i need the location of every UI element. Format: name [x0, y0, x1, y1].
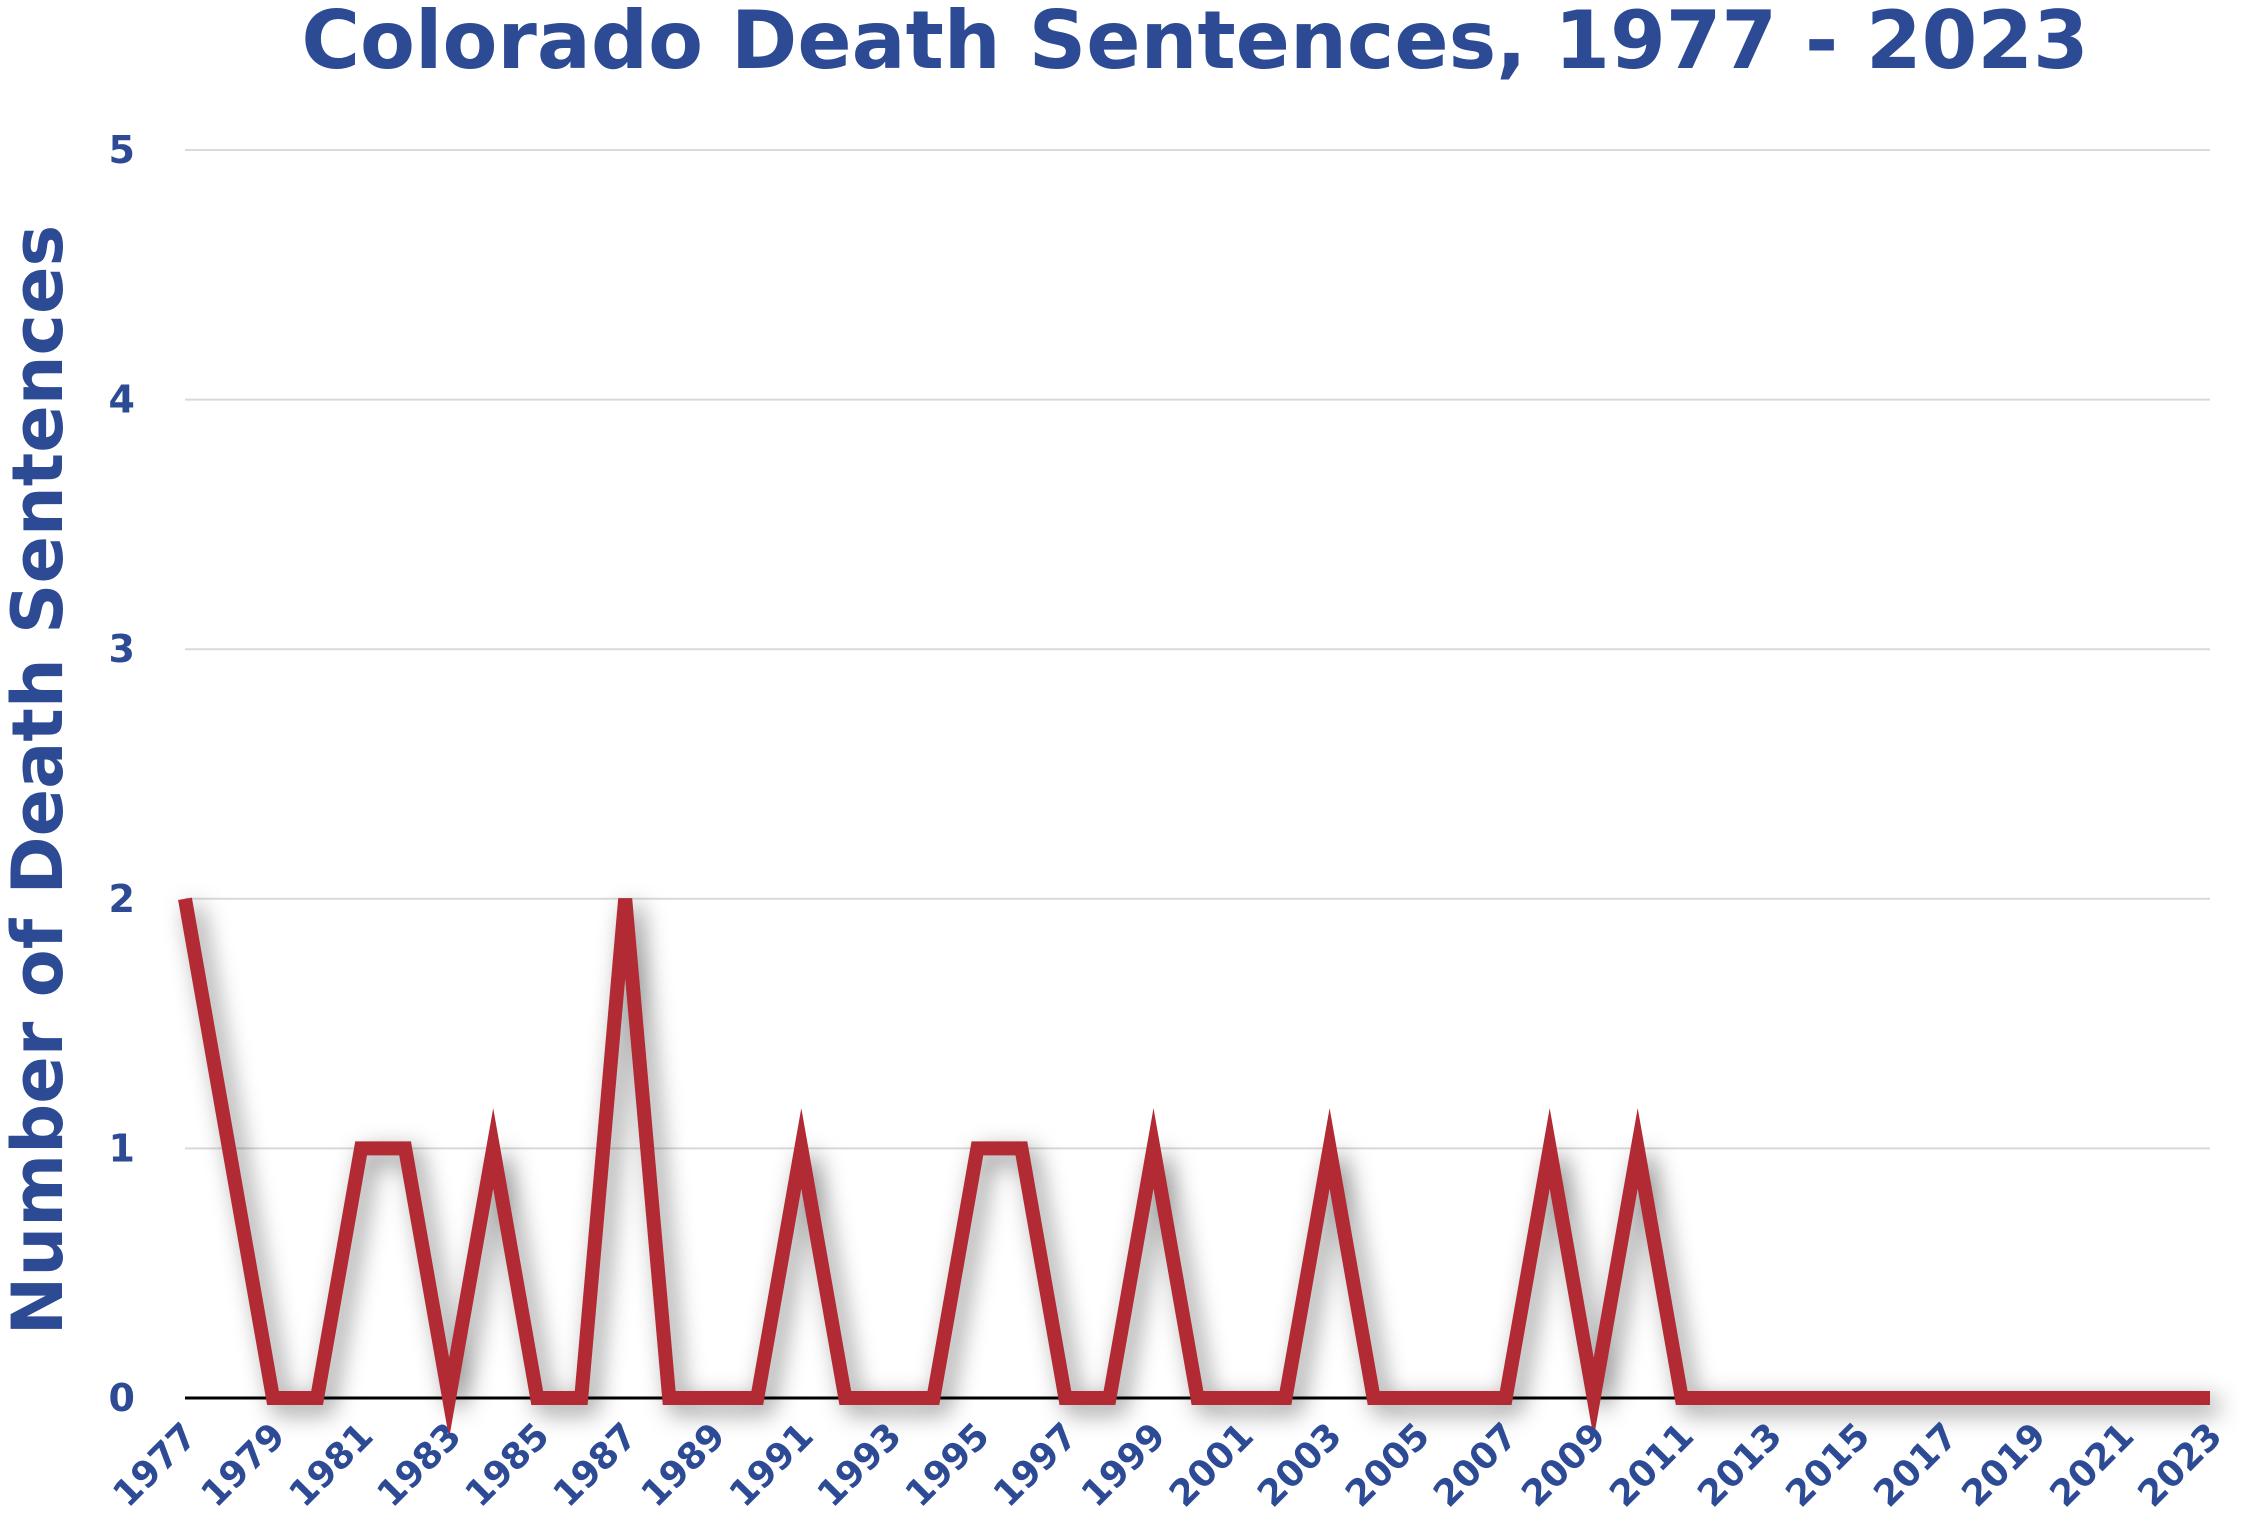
x-tick-label: 1979 [194, 1415, 294, 1515]
x-tick-label: 1981 [282, 1415, 382, 1515]
x-tick-label: 2015 [1778, 1415, 1878, 1515]
x-tick-label: 2007 [1426, 1415, 1526, 1515]
y-axis-label: Number of Death Sentences [0, 225, 79, 1335]
x-tick-label: 1977 [106, 1415, 206, 1515]
series-group [178, 897, 2210, 1439]
chart-title: Colorado Death Sentences, 1977 - 2023 [301, 0, 2088, 87]
x-tick-label: 1991 [722, 1415, 822, 1515]
x-tick-label: 2009 [1514, 1415, 1614, 1515]
y-tick-label: 3 [109, 627, 135, 671]
x-tick-label: 1997 [986, 1415, 1086, 1515]
x-tick-labels: 1977197919811983198519871989199119931995… [106, 1415, 2231, 1515]
y-tick-label: 2 [109, 877, 135, 921]
x-tick-label: 2005 [1338, 1415, 1438, 1515]
y-tick-label: 4 [109, 378, 135, 422]
x-tick-label: 2019 [1954, 1415, 2054, 1515]
x-tick-label: 2011 [1602, 1415, 1702, 1515]
series-line [178, 897, 2210, 1439]
x-tick-label: 2023 [2131, 1415, 2231, 1515]
y-tick-label: 0 [109, 1376, 135, 1420]
y-tick-labels: 0 1 2 3 4 5 [109, 128, 135, 1420]
y-tick-label: 5 [109, 128, 135, 172]
y-tick-label: 1 [109, 1126, 135, 1170]
x-tick-label: 2017 [1866, 1415, 1966, 1515]
x-tick-label: 2003 [1250, 1415, 1350, 1515]
x-tick-label: 1987 [546, 1415, 646, 1515]
x-tick-label: 1983 [370, 1415, 470, 1515]
x-tick-label: 1995 [898, 1415, 998, 1515]
x-tick-label: 2001 [1162, 1415, 1262, 1515]
x-tick-label: 1993 [810, 1415, 910, 1515]
x-tick-label: 2013 [1690, 1415, 1790, 1515]
x-tick-label: 1989 [634, 1415, 734, 1515]
x-tick-label: 1999 [1074, 1415, 1174, 1515]
x-tick-label: 2021 [2042, 1415, 2142, 1515]
gridlines [185, 149, 2210, 1150]
x-tick-label: 1985 [458, 1415, 558, 1515]
